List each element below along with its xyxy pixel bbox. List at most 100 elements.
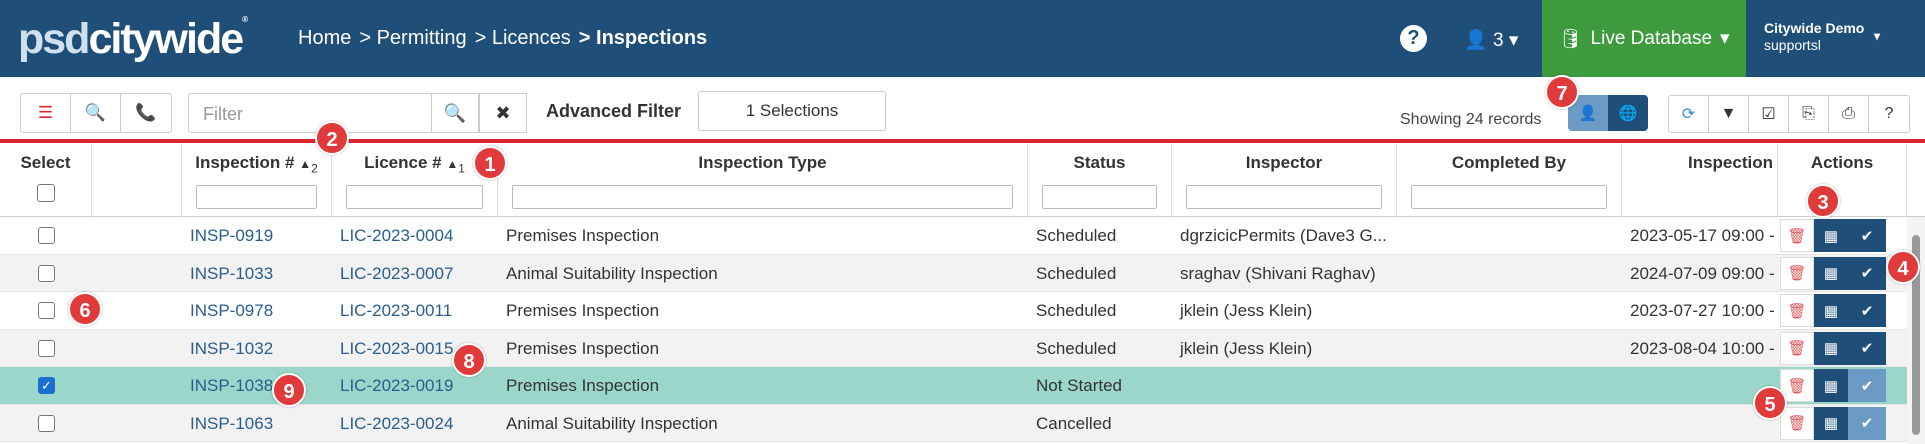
callout-badge-1: 1 — [473, 146, 507, 180]
header-inspection-no[interactable]: Inspection # ▲2 — [182, 143, 332, 217]
question-icon: ? — [1884, 105, 1894, 122]
selections-button[interactable]: 1 Selections — [698, 91, 886, 131]
inspection-type-cell: Animal Suitability Inspection — [506, 413, 718, 433]
live-database-button[interactable]: 🛢 Live Database ▾ — [1542, 0, 1746, 77]
complete-button[interactable]: ✔ — [1848, 256, 1886, 290]
licence-number-link[interactable]: LIC-2023-0024 — [340, 413, 454, 433]
table-row[interactable]: INSP-0978 LIC-2023-0011 Premises Inspectio… — [0, 292, 1925, 330]
user-icon: 👤 — [1578, 105, 1598, 122]
row-checkbox[interactable] — [38, 414, 55, 432]
inspection-no-filter[interactable] — [196, 185, 317, 209]
breadcrumb-home[interactable]: Home — [298, 27, 352, 49]
schedule-button[interactable]: ▦ — [1814, 406, 1848, 440]
callout-badge-5: 5 — [1753, 386, 1787, 420]
licence-no-filter[interactable] — [346, 185, 483, 209]
live-database-label: Live Database — [1590, 27, 1713, 49]
select-all-checkbox[interactable] — [37, 184, 55, 202]
inspection-number-link[interactable]: INSP-1038 — [190, 376, 274, 395]
licence-number-link[interactable]: LIC-2023-0007 — [340, 263, 454, 283]
filter-input[interactable]: Filter — [188, 93, 432, 133]
delete-button[interactable]: 🗑 — [1780, 256, 1814, 290]
completed-by-filter[interactable] — [1411, 185, 1607, 209]
breadcrumb-licences[interactable]: > Licences — [474, 27, 571, 49]
complete-button[interactable]: ✔ — [1848, 294, 1886, 327]
inspector-filter[interactable] — [1186, 185, 1382, 209]
row-checkbox[interactable]: ✓ — [38, 377, 55, 394]
delete-button[interactable]: 🗑 — [1780, 369, 1814, 402]
select-all-button[interactable]: ☑ — [1749, 96, 1789, 132]
schedule-button[interactable]: ▦ — [1814, 369, 1848, 402]
schedule-button[interactable]: ▦ — [1814, 294, 1848, 327]
row-checkbox[interactable] — [38, 302, 55, 319]
schedule-button[interactable]: ▦ — [1814, 256, 1848, 290]
scrollbar-thumb[interactable] — [1912, 235, 1920, 435]
help-icon[interactable]: ? — [1400, 25, 1427, 52]
complete-button[interactable]: ✔ — [1848, 369, 1886, 402]
calendar-icon: ▦ — [1823, 302, 1839, 320]
inspection-number-link[interactable]: INSP-1063 — [190, 413, 274, 433]
inspection-number-link[interactable]: INSP-0978 — [190, 301, 274, 320]
callout-badge-8: 8 — [452, 343, 486, 377]
table-row[interactable]: INSP-1033 LIC-2023-0007 Animal Suitability… — [0, 254, 1925, 292]
delete-button[interactable]: 🗑 — [1780, 219, 1814, 252]
complete-button[interactable]: ✔ — [1848, 406, 1886, 440]
header-inspection-date[interactable]: Inspection — [1622, 143, 1778, 217]
filter-clear-button[interactable]: ✖ — [479, 93, 527, 133]
complete-button[interactable]: ✔ — [1848, 331, 1886, 365]
delete-button[interactable]: 🗑 — [1780, 294, 1814, 327]
inspector-cell — [1172, 367, 1397, 404]
advanced-filter-label[interactable]: Advanced Filter — [546, 101, 682, 121]
header-inspector[interactable]: Inspector — [1172, 143, 1397, 217]
complete-button[interactable]: ✔ — [1848, 219, 1886, 252]
status-cell: Scheduled — [1036, 263, 1117, 283]
all-records-toggle[interactable]: 🌐 — [1608, 95, 1648, 131]
sort-order: 2 — [311, 161, 318, 176]
delete-button[interactable]: 🗑 — [1780, 406, 1814, 440]
header-status[interactable]: Status — [1028, 143, 1172, 217]
filter-button[interactable]: ▼ — [1709, 96, 1749, 132]
inspection-number-link[interactable]: INSP-1032 — [190, 338, 274, 358]
filter-search-button[interactable]: 🔍 — [431, 93, 479, 133]
table-row[interactable]: INSP-1063 LIC-2023-0024 Animal Suitability… — [0, 404, 1925, 442]
status-filter[interactable] — [1042, 185, 1157, 209]
licence-number-link[interactable]: LIC-2023-0004 — [340, 226, 454, 245]
table-row[interactable]: INSP-1032 LIC-2023-0015 Premises Inspectio… — [0, 329, 1925, 367]
check-icon: ✔ — [1860, 340, 1874, 357]
logo-text-citywide: citywide — [88, 15, 244, 63]
licence-number-link[interactable]: LIC-2023-0011 — [340, 301, 453, 320]
export-button[interactable]: ⎘ — [1789, 96, 1829, 132]
table-row[interactable]: ✓ INSP-1038 LIC-2023-0019 Premises Inspecti… — [0, 367, 1925, 405]
row-checkbox[interactable] — [38, 227, 55, 244]
inspection-number-link[interactable]: INSP-1033 — [190, 263, 274, 283]
users-menu[interactable]: 👤 3 ▾ — [1464, 28, 1518, 52]
help-button[interactable]: ? — [1869, 96, 1909, 132]
refresh-button[interactable]: ⟳ — [1669, 96, 1709, 132]
left-button-group: ☰ 🔍 📞 — [20, 93, 172, 133]
psdcitywide-logo[interactable]: psdcitywide® — [18, 15, 248, 64]
status-cell: Not Started — [1036, 376, 1122, 395]
header-completed-by[interactable]: Completed By — [1397, 143, 1622, 217]
header-select: Select — [0, 143, 92, 217]
inspection-number-link[interactable]: INSP-0919 — [190, 226, 274, 245]
schedule-button[interactable]: ▦ — [1814, 331, 1848, 365]
callout-badge-2: 2 — [315, 121, 349, 155]
row-checkbox[interactable] — [38, 264, 55, 282]
licence-number-link[interactable]: LIC-2023-0019 — [340, 376, 454, 395]
breadcrumb-permitting[interactable]: > Permitting — [359, 27, 467, 49]
row-checkbox[interactable] — [38, 339, 55, 357]
header-actions-label: Actions — [1810, 153, 1874, 172]
inspection-type-filter[interactable] — [512, 185, 1013, 209]
account-menu[interactable]: Citywide Demo supportsl ▾ — [1764, 20, 1880, 54]
inspection-type-cell: Premises Inspection — [506, 338, 660, 358]
table-row[interactable]: INSP-0919 LIC-2023-0004 Premises Inspectio… — [0, 217, 1925, 255]
list-view-button[interactable]: ☰ — [21, 94, 71, 132]
schedule-button[interactable]: ▦ — [1814, 219, 1848, 252]
licence-number-link[interactable]: LIC-2023-0015 — [340, 338, 454, 358]
inspector-cell: jklein (Jess Klein) — [1180, 301, 1313, 320]
search-button[interactable]: 🔍 — [71, 94, 121, 132]
delete-button[interactable]: 🗑 — [1780, 331, 1814, 365]
header-licence-no[interactable]: Licence # ▲1 — [332, 143, 498, 217]
phone-button[interactable]: 📞 — [121, 94, 171, 132]
header-inspection-type[interactable]: Inspection Type — [498, 143, 1028, 217]
print-button[interactable]: ⎙ — [1829, 96, 1869, 132]
